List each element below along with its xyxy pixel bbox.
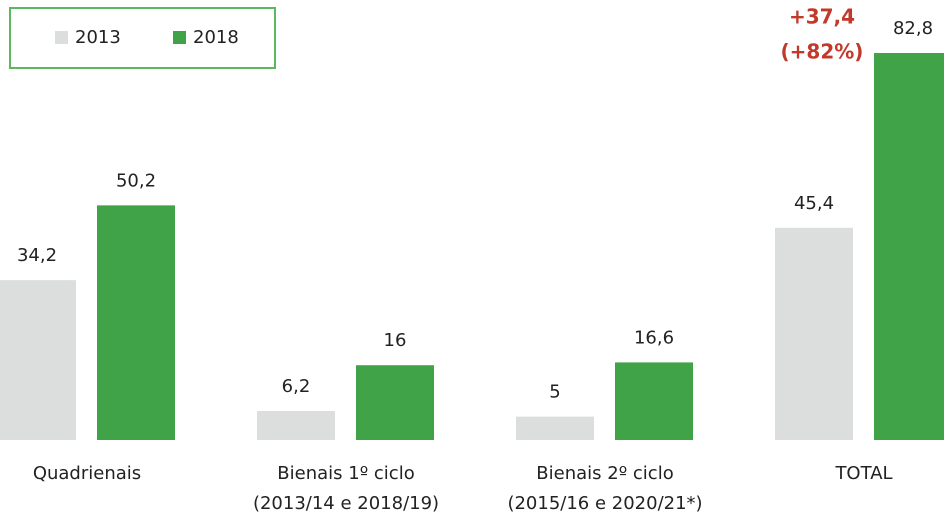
- bar: [775, 227, 853, 440]
- bar: [0, 280, 76, 440]
- legend-swatch: [55, 31, 68, 44]
- x-tick-label: Quadrienais: [33, 463, 141, 484]
- x-tick-label: Bienais 1º ciclo: [277, 463, 414, 484]
- data-label: 5: [549, 382, 560, 403]
- bar: [516, 416, 594, 440]
- data-label: 6,2: [282, 376, 311, 397]
- bar: [874, 52, 944, 441]
- data-label: 34,2: [17, 245, 57, 266]
- bar: [97, 205, 175, 440]
- legend-box: [9, 7, 276, 69]
- annotation: (+82%): [781, 40, 864, 64]
- bar: [615, 362, 693, 440]
- x-tick-label: TOTAL: [834, 463, 892, 484]
- x-tick-label: Bienais 2º ciclo: [536, 463, 673, 484]
- x-tick-label: (2013/14 e 2018/19): [253, 493, 439, 514]
- data-label: 50,2: [116, 170, 156, 191]
- legend-swatch: [173, 31, 186, 44]
- data-label: 16,6: [634, 327, 674, 348]
- bar: [257, 411, 335, 440]
- x-tick-label: (2015/16 e 2020/21*): [507, 493, 702, 514]
- annotation: +37,4: [789, 5, 855, 29]
- legend-label: 2013: [75, 27, 121, 48]
- legend-label: 2018: [193, 27, 239, 48]
- data-label: 82,8: [893, 18, 933, 39]
- data-label: 45,4: [794, 193, 834, 214]
- data-label: 16: [384, 330, 407, 351]
- bar: [356, 365, 434, 440]
